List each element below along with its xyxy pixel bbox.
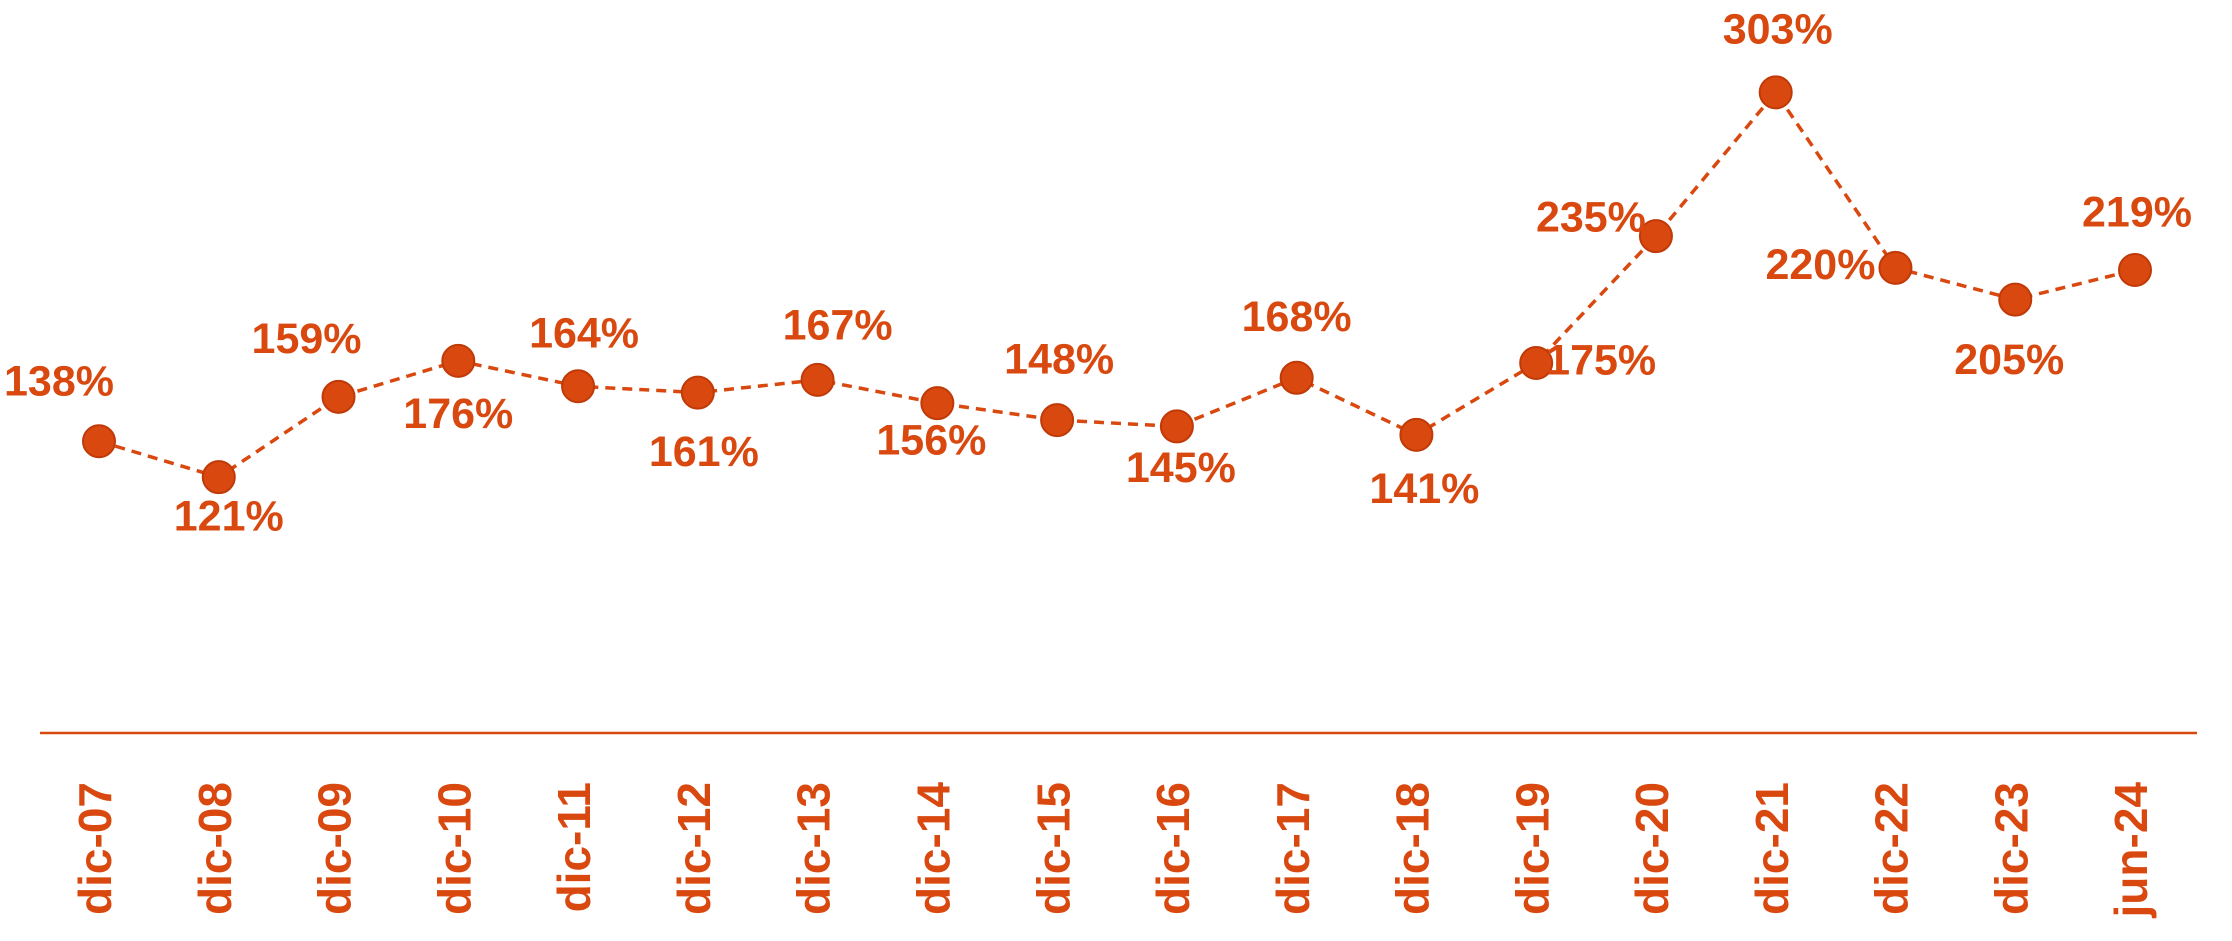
point [1638,219,1673,254]
data-label: 161% [649,428,759,476]
point [680,375,715,410]
x-tick-label: dic-19 [1506,782,1558,915]
x-tick-label: dic-09 [309,782,361,915]
point [920,386,955,421]
data-label: 148% [1004,335,1114,383]
x-tick-label: dic-08 [189,782,241,915]
x-tick-label: dic-11 [548,782,600,912]
point [82,424,116,459]
data-label: 156% [876,417,986,465]
x-tick-label: dic-10 [428,782,480,915]
point [561,369,596,404]
data-label: 220% [1765,241,1875,289]
data-label: 145% [1126,444,1236,492]
point [201,460,236,495]
point [1040,403,1075,438]
data-label: 303% [1723,6,1833,54]
x-tick-label: dic-17 [1267,782,1319,915]
point [321,379,356,414]
data-label: 176% [403,390,513,438]
point [441,343,476,378]
data-label: 219% [2082,188,2192,236]
point [1878,250,1913,285]
data-label: 121% [174,493,284,541]
point [1279,360,1314,395]
point [1998,282,2033,317]
data-label: 159% [252,315,362,363]
data-label: 235% [1536,194,1646,242]
point [800,362,835,397]
data-label: 205% [1954,336,2064,384]
point [1399,417,1434,452]
data-label: 167% [783,301,893,349]
x-tick-label: dic-15 [1027,782,1079,915]
data-label: 168% [1242,293,1352,341]
point [1758,75,1793,110]
point [1159,409,1194,444]
point [1519,346,1554,380]
x-tick-label: dic-23 [1985,782,2037,915]
data-label: 138% [4,358,114,406]
x-tick-label: dic-14 [908,782,960,915]
x-tick-label: dic-20 [1626,782,1678,915]
x-tick-label: dic-18 [1387,782,1439,915]
data-label: 164% [529,310,639,358]
x-tick-label: dic-22 [1866,782,1918,915]
data-label: 141% [1369,465,1479,513]
point [2118,252,2152,287]
line [98,89,2136,480]
data-label: 175% [1546,336,1656,384]
x-tick-label: dic-13 [788,782,840,915]
x-tick-label: dic-07 [69,782,121,915]
x-tick-label: dic-12 [668,782,720,915]
x-tick-label: dic-21 [1746,782,1798,915]
x-tick-label: jun-24 [2105,782,2157,919]
x-tick-label: dic-16 [1147,782,1199,915]
